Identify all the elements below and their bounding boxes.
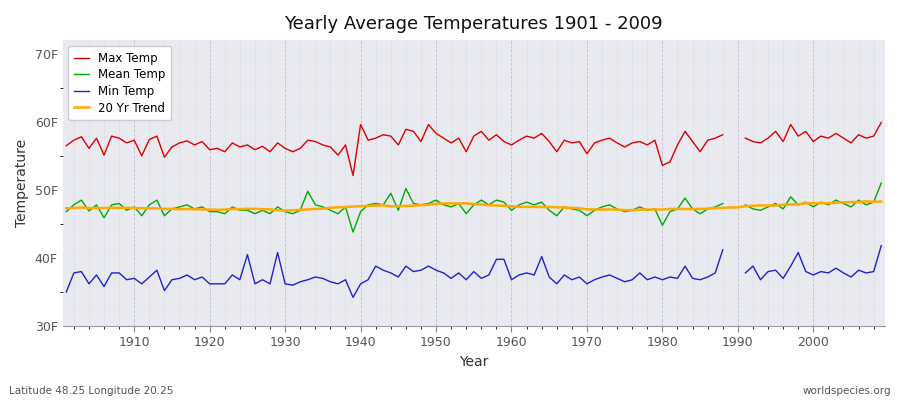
20 Yr Trend <box>122 206 132 210</box>
Min Temp <box>506 277 517 282</box>
20 Yr Trend <box>506 204 517 209</box>
20 Yr Trend <box>295 208 306 212</box>
Max Temp <box>499 139 509 144</box>
20 Yr Trend <box>604 207 615 212</box>
Min Temp <box>287 283 298 288</box>
Max Temp <box>597 138 608 142</box>
Mean Temp <box>287 211 298 216</box>
20 Yr Trend <box>514 204 525 209</box>
Min Temp <box>499 257 509 262</box>
Mean Temp <box>876 181 886 186</box>
Min Temp <box>876 243 886 248</box>
20 Yr Trend <box>280 208 291 213</box>
Min Temp <box>122 277 132 282</box>
Legend: Max Temp, Mean Temp, Min Temp, 20 Yr Trend: Max Temp, Mean Temp, Min Temp, 20 Yr Tre… <box>68 46 171 120</box>
Mean Temp <box>506 208 517 213</box>
Mean Temp <box>122 208 132 213</box>
Min Temp <box>597 275 608 280</box>
Text: Latitude 48.25 Longitude 20.25: Latitude 48.25 Longitude 20.25 <box>9 386 174 396</box>
Y-axis label: Temperature: Temperature <box>15 139 29 227</box>
Line: Min Temp: Min Temp <box>67 246 881 298</box>
20 Yr Trend <box>340 205 351 210</box>
Line: 20 Yr Trend: 20 Yr Trend <box>67 201 881 210</box>
Mean Temp <box>597 204 608 209</box>
X-axis label: Year: Year <box>459 355 489 369</box>
20 Yr Trend <box>61 206 72 211</box>
Line: Max Temp: Max Temp <box>67 122 881 176</box>
Mean Temp <box>499 200 509 204</box>
Text: worldspecies.org: worldspecies.org <box>803 386 891 396</box>
Max Temp <box>61 143 72 148</box>
Max Temp <box>122 140 132 145</box>
Title: Yearly Average Temperatures 1901 - 2009: Yearly Average Temperatures 1901 - 2009 <box>284 15 663 33</box>
Max Temp <box>333 153 344 158</box>
Max Temp <box>506 142 517 147</box>
Mean Temp <box>61 209 72 214</box>
Mean Temp <box>333 211 344 216</box>
20 Yr Trend <box>876 199 886 204</box>
Min Temp <box>333 282 344 286</box>
Max Temp <box>287 149 298 154</box>
Line: Mean Temp: Mean Temp <box>67 183 881 232</box>
20 Yr Trend <box>860 199 871 204</box>
Max Temp <box>876 120 886 125</box>
Min Temp <box>61 290 72 294</box>
